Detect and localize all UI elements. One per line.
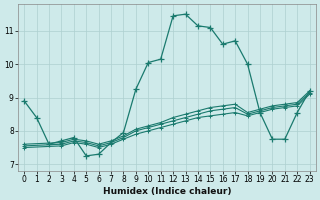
X-axis label: Humidex (Indice chaleur): Humidex (Indice chaleur) <box>103 187 231 196</box>
